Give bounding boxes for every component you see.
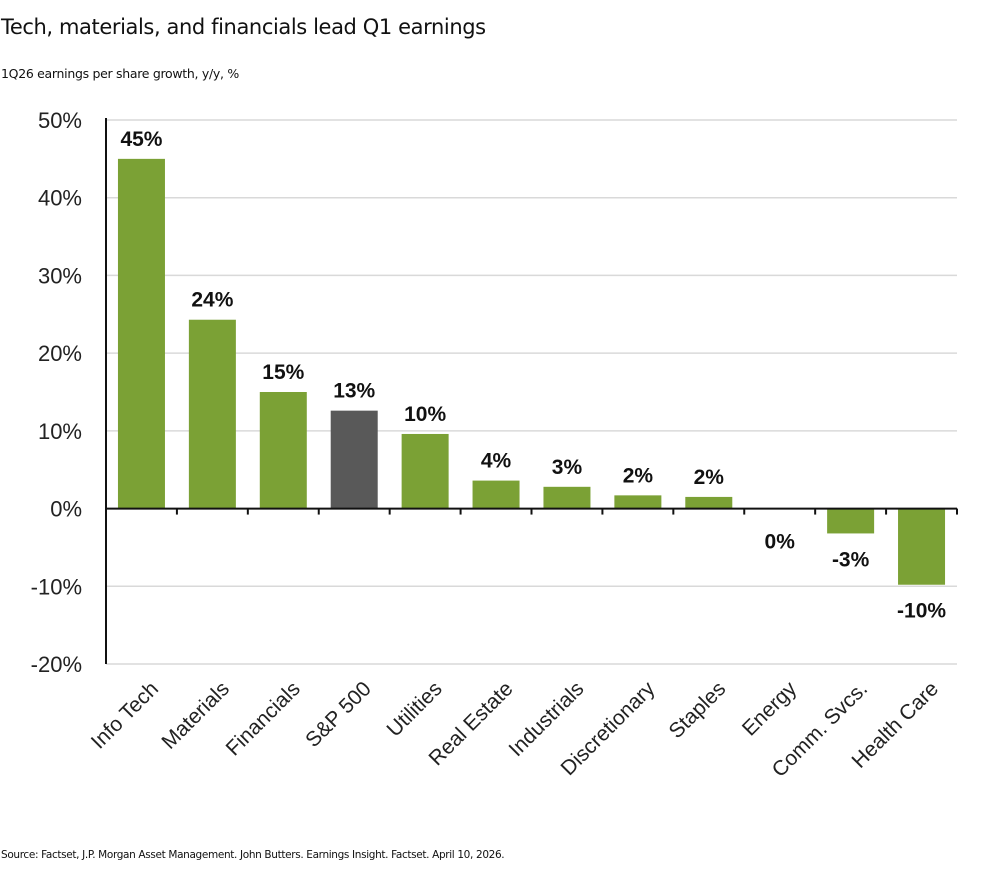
x-tick-label: Energy (738, 677, 802, 741)
bar-utilities (401, 433, 449, 509)
data-label: 2% (694, 466, 725, 489)
data-label: 15% (262, 361, 304, 384)
bar-staples (685, 496, 733, 509)
data-label: 10% (404, 403, 446, 426)
bar-real-estate (472, 480, 520, 509)
data-label: 3% (552, 456, 583, 479)
data-label: -3% (832, 548, 870, 571)
y-tick-label: 0% (50, 497, 82, 522)
x-tick-label: Info Tech (87, 677, 163, 753)
y-tick-label: 50% (38, 108, 82, 133)
source-note: Source: Factset, J.P. Morgan Asset Manag… (1, 849, 505, 861)
chart-subtitle: 1Q26 earnings per share growth, y/y, % (1, 66, 239, 81)
bar-discretionary (614, 495, 662, 509)
y-axis-tick-labels: 50% 40% 30% 20% 10% 0% -10% -20% (31, 108, 82, 677)
bar-materials (188, 319, 236, 509)
y-tick-label: -20% (31, 652, 82, 677)
data-label: 13% (333, 380, 375, 403)
gridlines (106, 119, 957, 665)
y-tick-label: 10% (38, 419, 82, 444)
bar-financials (259, 392, 307, 509)
bar-info-tech (117, 158, 165, 509)
y-tick-label: 40% (38, 186, 82, 211)
y-tick-label: -10% (31, 574, 82, 599)
data-label: 24% (191, 289, 233, 312)
bar-comm-svcs (827, 508, 875, 534)
data-label: 4% (481, 450, 512, 473)
bar-industrials (543, 486, 591, 509)
chart-title: Tech, materials, and financials lead Q1 … (1, 15, 486, 39)
data-label: -10% (897, 600, 946, 623)
x-tick-label: S&P 500 (301, 677, 376, 752)
bars (117, 158, 946, 585)
data-label: 45% (120, 128, 162, 151)
axes (105, 118, 958, 664)
x-tick-label: Staples (665, 677, 731, 743)
y-tick-label: 20% (38, 341, 82, 366)
x-tick-label: Financials (222, 677, 305, 760)
data-label: 2% (623, 464, 654, 487)
x-tick-label: Utilities (383, 677, 447, 741)
data-labels: 45% 24% 15% 13% 10% 4% 3% 2% 2% 0% -3% -10% (120, 128, 946, 623)
data-label: 0% (765, 531, 796, 554)
y-tick-label: 30% (38, 263, 82, 288)
bar-health-care (898, 508, 946, 585)
bar-s-p-500 (330, 410, 378, 509)
